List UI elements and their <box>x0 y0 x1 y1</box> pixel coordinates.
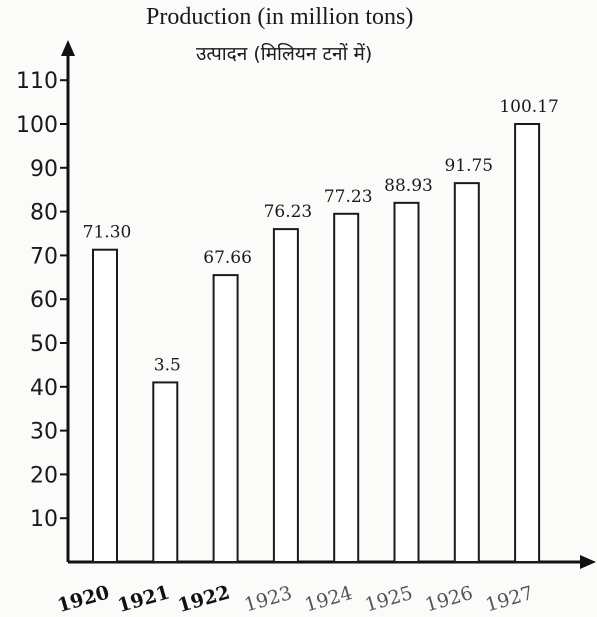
y-tick-label: 80 <box>30 201 58 226</box>
y-tick-label: 100 <box>16 113 58 138</box>
y-tick-label: 30 <box>30 420 58 445</box>
x-tick-label: 1920 <box>55 581 112 617</box>
y-tick-label: 50 <box>30 332 58 357</box>
bar <box>152 381 179 564</box>
bar <box>92 248 118 563</box>
y-tick-label: 60 <box>30 288 58 313</box>
y-tick-label: 70 <box>30 244 58 269</box>
bar <box>212 274 239 563</box>
data-label: 76.23 <box>264 202 313 222</box>
data-label: 71.30 <box>83 223 132 243</box>
y-tick-label: 90 <box>30 157 58 182</box>
x-tick-label: 1924 <box>302 582 355 616</box>
data-label: 88.93 <box>384 176 433 196</box>
x-axis-arrow <box>580 555 596 569</box>
bar <box>333 212 360 563</box>
x-tick-label: 1925 <box>363 582 416 616</box>
x-tick-label: 1923 <box>242 582 295 616</box>
data-label: 100.17 <box>499 97 558 117</box>
bar <box>514 123 541 563</box>
chart-subtitle: उत्पादन (मिलियन टनों में) <box>196 43 373 65</box>
bar <box>453 182 480 563</box>
bar <box>272 228 299 563</box>
data-label: 3.5 <box>154 355 181 375</box>
data-label: 77.23 <box>324 187 373 207</box>
x-tick-label: 1922 <box>175 581 232 617</box>
y-axis-arrow <box>61 40 75 56</box>
y-tick-label: 110 <box>16 69 58 94</box>
y-tick-label: 40 <box>30 376 58 401</box>
x-tick-label: 1926 <box>423 582 476 616</box>
x-tick-label: 1921 <box>115 581 172 617</box>
y-tick-label: 10 <box>30 507 58 532</box>
data-label: 67.66 <box>203 248 252 268</box>
x-tick-label: 1927 <box>483 582 536 616</box>
bar <box>393 201 420 563</box>
y-tick-label: 20 <box>30 463 58 488</box>
chart-title: Production (in million tons) <box>146 4 414 30</box>
data-label: 91.75 <box>444 156 493 176</box>
